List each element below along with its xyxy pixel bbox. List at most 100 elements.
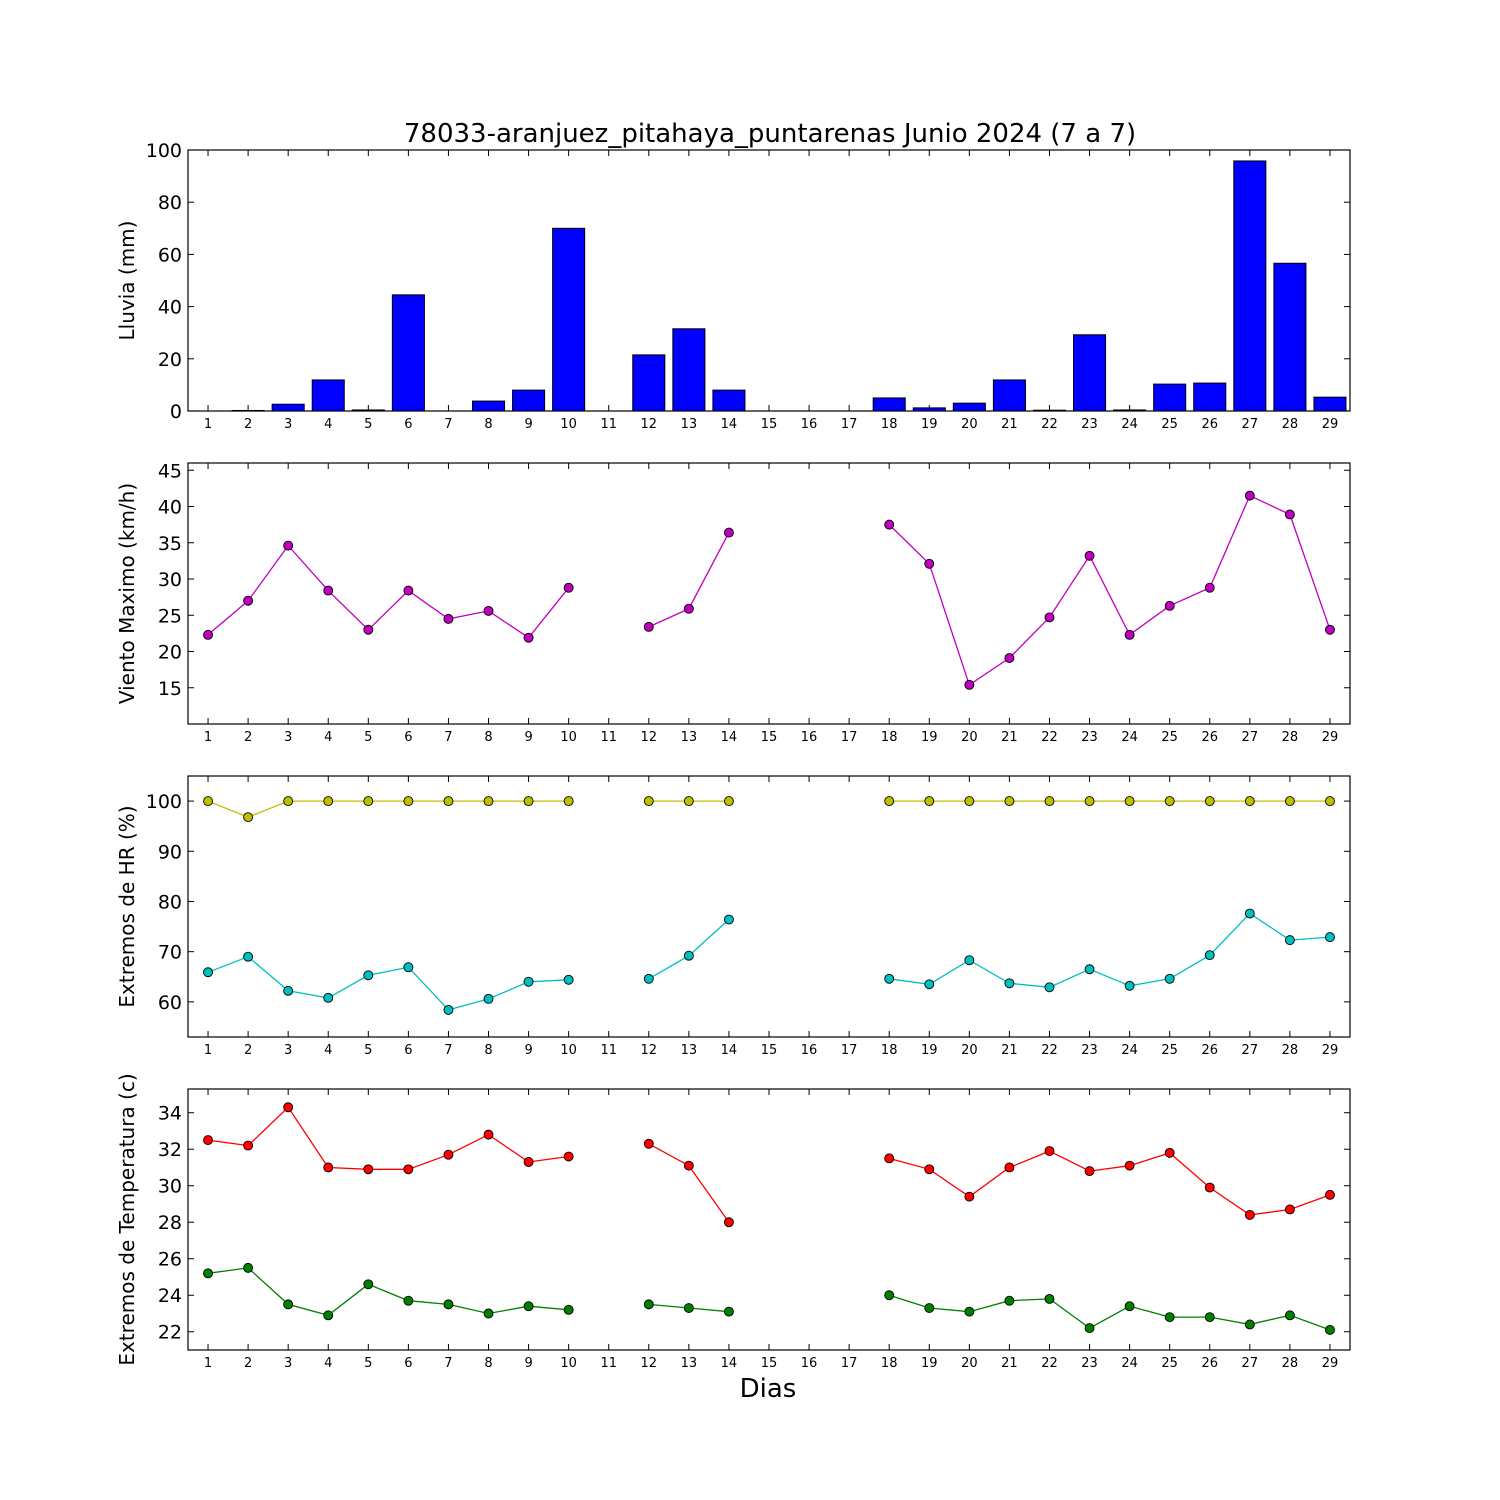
data-point — [924, 979, 935, 990]
data-point — [1044, 1293, 1055, 1304]
x-tick-label: 29 — [1322, 417, 1339, 432]
data-point — [1204, 950, 1215, 961]
data-point — [1124, 1160, 1135, 1171]
y-tick-label: 20 — [158, 349, 182, 371]
y-tick-label: 90 — [158, 841, 182, 863]
data-point — [243, 595, 254, 606]
data-point — [403, 585, 414, 596]
bar — [712, 389, 746, 412]
x-tick-label: 9 — [524, 1043, 532, 1058]
bar — [872, 397, 906, 412]
data-point — [884, 973, 895, 984]
x-tick-label: 1 — [204, 730, 212, 745]
x-tick-label: 1 — [204, 1356, 212, 1371]
data-point — [1084, 1323, 1095, 1334]
data-point — [323, 585, 334, 596]
bar — [992, 379, 1026, 412]
x-tick-label: 27 — [1242, 1356, 1259, 1371]
x-tick-label: 26 — [1201, 417, 1218, 432]
bar — [231, 409, 265, 412]
x-tick-label: 4 — [324, 730, 332, 745]
data-point — [1124, 796, 1135, 807]
x-tick-label: 25 — [1161, 417, 1178, 432]
x-tick-label: 2 — [244, 730, 252, 745]
data-point — [1244, 796, 1255, 807]
x-tick-label: 11 — [600, 730, 617, 745]
data-point — [563, 796, 574, 807]
data-point — [723, 1306, 734, 1317]
x-tick-label: 1 — [204, 1043, 212, 1058]
data-point — [1244, 908, 1255, 919]
y-tick-label: 35 — [158, 533, 182, 555]
y-tick-label: 32 — [158, 1139, 182, 1161]
data-point — [403, 796, 414, 807]
bar — [1153, 383, 1187, 412]
x-tick-label: 6 — [404, 1043, 412, 1058]
x-tick-label: 4 — [324, 1356, 332, 1371]
y-tick-label: 40 — [158, 297, 182, 319]
data-point — [1004, 978, 1015, 989]
x-tick-label: 3 — [284, 1043, 292, 1058]
data-point — [523, 1301, 534, 1312]
bar — [1273, 262, 1307, 412]
x-tick-label: 19 — [921, 1043, 938, 1058]
data-point — [483, 1129, 494, 1140]
data-point — [523, 1157, 534, 1167]
x-tick-label: 18 — [881, 1043, 898, 1058]
data-point — [363, 1164, 374, 1175]
data-point — [1204, 1182, 1215, 1193]
x-tick-label: 1 — [204, 417, 212, 432]
data-point — [1244, 1209, 1255, 1220]
data-point — [643, 973, 654, 984]
x-tick-label: 7 — [444, 730, 452, 745]
data-point — [203, 796, 213, 807]
data-point — [884, 1290, 895, 1301]
x-tick-label: 14 — [721, 1356, 738, 1371]
x-tick-label: 13 — [681, 730, 698, 745]
y-tick-label: 34 — [158, 1103, 182, 1125]
x-tick-label: 23 — [1081, 1043, 1098, 1058]
x-tick-label: 2 — [244, 1356, 252, 1371]
data-point — [723, 914, 734, 925]
data-point — [403, 962, 414, 973]
data-point — [1084, 796, 1095, 807]
data-point — [443, 1004, 454, 1015]
y-axis-label: Viento Maximo (km/h) — [115, 483, 139, 704]
bar — [471, 400, 506, 412]
data-point — [483, 1308, 494, 1319]
data-point — [1164, 973, 1175, 984]
data-point — [243, 1262, 254, 1273]
data-point — [1284, 1204, 1295, 1215]
x-tick-label: 11 — [600, 1356, 617, 1371]
data-point — [643, 1138, 654, 1149]
data-point — [1164, 1147, 1175, 1158]
x-tick-label: 21 — [1001, 730, 1018, 745]
x-tick-label: 18 — [881, 417, 898, 432]
y-tick-label: 0 — [170, 401, 182, 423]
data-point — [363, 624, 374, 635]
bar — [1193, 382, 1227, 412]
data-point — [1284, 509, 1295, 520]
data-point — [323, 796, 334, 807]
x-tick-label: 13 — [681, 1043, 698, 1058]
data-point — [523, 632, 534, 643]
x-tick-label: 23 — [1081, 730, 1098, 745]
data-point — [1284, 796, 1295, 807]
data-point — [643, 1299, 654, 1310]
data-point — [1204, 796, 1215, 807]
data-point — [683, 603, 694, 614]
data-point — [283, 796, 294, 807]
x-tick-label: 18 — [881, 1356, 898, 1371]
data-point — [1084, 550, 1095, 561]
data-point — [243, 1140, 254, 1151]
bar — [512, 389, 546, 412]
data-point — [1004, 653, 1015, 663]
data-point — [483, 796, 494, 807]
x-tick-label: 22 — [1041, 1356, 1058, 1371]
x-tick-label: 17 — [841, 1043, 858, 1058]
x-tick-label: 20 — [961, 1356, 978, 1371]
